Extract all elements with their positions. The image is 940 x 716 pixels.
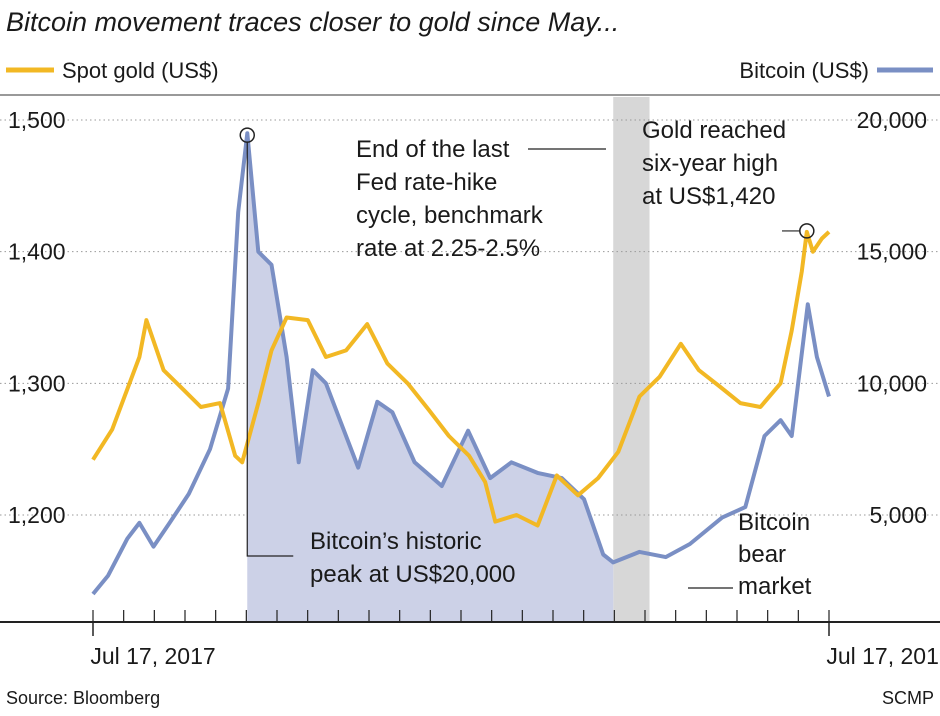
gold-high-annotation-text: at US$1,420	[642, 183, 775, 210]
gold-line	[91, 229, 831, 528]
left-tick-label: 1,200	[8, 502, 66, 528]
right-tick-label: 5,000	[869, 502, 927, 528]
bear-market-area	[247, 133, 614, 622]
gold-legend-label: Spot gold (US$)	[62, 58, 219, 83]
gold-high-annotation-text: Gold reached	[642, 117, 786, 144]
bitcoin-peak-leader-line	[246, 142, 294, 557]
bitcoin-peak-annotation-text: Bitcoin’s historic	[310, 528, 482, 555]
bear-market-annotation-text: bear	[738, 541, 786, 568]
fed-annotation-text: cycle, benchmark	[356, 202, 544, 229]
bear-market-annotation-text: market	[738, 573, 812, 600]
bitcoin-peak-annotation-text: peak at US$20,000	[310, 561, 516, 588]
x-tick-label: Jul 17, 2017	[90, 643, 215, 669]
right-tick-label: 15,000	[857, 239, 927, 265]
left-tick-label: 1,500	[8, 107, 66, 133]
gold-high-annotation-text: six-year high	[642, 150, 778, 177]
chart-title: Bitcoin movement traces closer to gold s…	[6, 7, 619, 37]
right-tick-label: 20,000	[857, 107, 927, 133]
fed-annotation-text: Fed rate-hike	[356, 169, 497, 196]
bitcoin-legend-label: Bitcoin (US$)	[739, 58, 869, 83]
fed-annotation-text: End of the last	[356, 136, 510, 163]
bear-market-annotation-text: Bitcoin	[738, 509, 810, 536]
credit-label: SCMP	[882, 688, 934, 708]
left-tick-label: 1,400	[8, 239, 66, 265]
x-tick-label: Jul 17, 2019	[826, 643, 940, 669]
bitcoin-line	[91, 131, 831, 596]
fed-rate-shade	[613, 97, 650, 622]
fed-annotation-text: rate at 2.25-2.5%	[356, 235, 540, 262]
right-tick-label: 10,000	[857, 370, 927, 396]
gold-high-marker	[799, 223, 815, 239]
left-tick-label: 1,300	[8, 370, 66, 396]
source-label: Source: Bloomberg	[6, 688, 160, 708]
